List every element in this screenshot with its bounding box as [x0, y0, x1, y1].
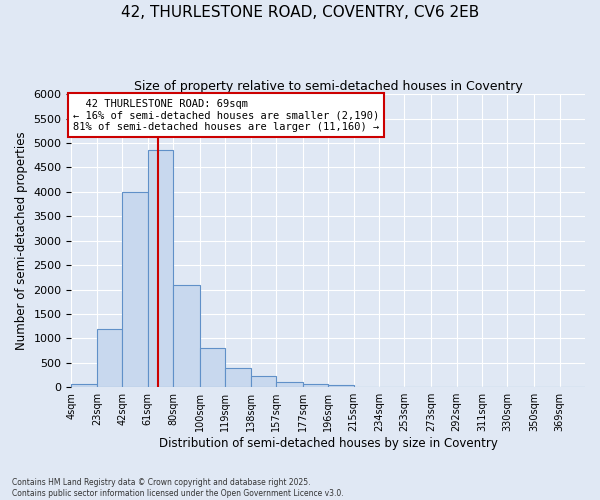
- Text: Contains HM Land Registry data © Crown copyright and database right 2025.
Contai: Contains HM Land Registry data © Crown c…: [12, 478, 344, 498]
- Bar: [328, 385, 353, 387]
- Bar: [173, 284, 200, 387]
- Bar: [225, 368, 251, 387]
- Bar: [200, 348, 225, 387]
- Bar: [303, 384, 328, 387]
- X-axis label: Distribution of semi-detached houses by size in Coventry: Distribution of semi-detached houses by …: [159, 437, 497, 450]
- Title: Size of property relative to semi-detached houses in Coventry: Size of property relative to semi-detach…: [134, 80, 523, 93]
- Bar: [97, 328, 122, 387]
- Y-axis label: Number of semi-detached properties: Number of semi-detached properties: [15, 132, 28, 350]
- Bar: [71, 384, 97, 387]
- Bar: [251, 376, 276, 387]
- Bar: [148, 150, 173, 387]
- Text: 42 THURLESTONE ROAD: 69sqm
← 16% of semi-detached houses are smaller (2,190)
81%: 42 THURLESTONE ROAD: 69sqm ← 16% of semi…: [73, 98, 379, 132]
- Bar: [276, 382, 303, 387]
- Bar: [122, 192, 148, 387]
- Text: 42, THURLESTONE ROAD, COVENTRY, CV6 2EB: 42, THURLESTONE ROAD, COVENTRY, CV6 2EB: [121, 5, 479, 20]
